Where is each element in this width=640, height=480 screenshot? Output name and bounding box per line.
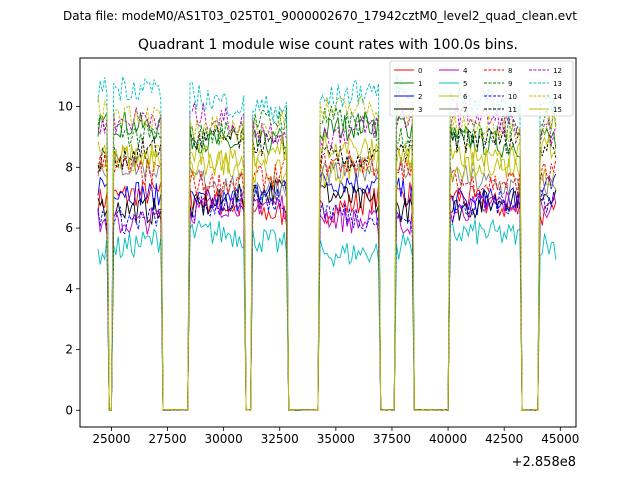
legend-label-5: 5 (463, 80, 467, 88)
y-tick-label: 6 (65, 221, 73, 235)
series-line-7 (97, 152, 557, 411)
legend-box (389, 60, 574, 117)
chart-title: Quadrant 1 module wise count rates with … (138, 37, 518, 53)
legend-label-2: 2 (418, 93, 422, 101)
legend-label-12: 12 (553, 67, 562, 75)
legend-label-1: 1 (418, 80, 422, 88)
axis-layer: 25000 27500 30000 32500 35000 37500 40000 42500… (58, 100, 580, 446)
legend-label-3: 3 (418, 106, 422, 114)
x-tick-label: 30000 (205, 432, 243, 446)
legend-label-9: 9 (508, 80, 512, 88)
legend-label-4: 4 (463, 67, 468, 75)
y-tick-label: 2 (65, 343, 73, 357)
legend-label-13: 13 (553, 80, 562, 88)
series-line-0 (97, 179, 557, 411)
series-line-13 (97, 73, 557, 411)
series-line-5 (97, 218, 557, 411)
y-tick-label: 4 (65, 282, 73, 296)
legend-label-14: 14 (553, 93, 562, 101)
x-tick-label: 32500 (261, 432, 299, 446)
x-tick-label: 42500 (485, 432, 523, 446)
series-line-8 (97, 150, 557, 411)
x-tick-label: 27500 (148, 432, 186, 446)
legend-label-11: 11 (508, 106, 517, 114)
legend-label-6: 6 (463, 93, 468, 101)
legend-label-15: 15 (553, 106, 562, 114)
x-offset-label: +2.858e8 (512, 455, 576, 470)
y-tick-label: 0 (65, 403, 73, 417)
series-line-15 (97, 133, 557, 411)
x-tick-label: 25000 (92, 432, 130, 446)
x-tick-label: 37500 (373, 432, 411, 446)
x-tick-label: 35000 (317, 432, 355, 446)
x-tick-label: 45000 (541, 432, 579, 446)
series-line-10 (97, 186, 557, 411)
chart-suptitle: Data file: modeM0/AS1T03_025T01_90000026… (63, 9, 577, 23)
series-layer (97, 73, 557, 411)
x-tick-label: 40000 (429, 432, 467, 446)
legend-label-8: 8 (508, 67, 512, 75)
legend-label-10: 10 (508, 93, 517, 101)
y-tick-label: 10 (58, 100, 73, 114)
legend-label-0: 0 (418, 67, 422, 75)
legend-label-7: 7 (463, 106, 467, 114)
plot-frame (79, 57, 577, 428)
y-tick-label: 8 (65, 160, 73, 174)
